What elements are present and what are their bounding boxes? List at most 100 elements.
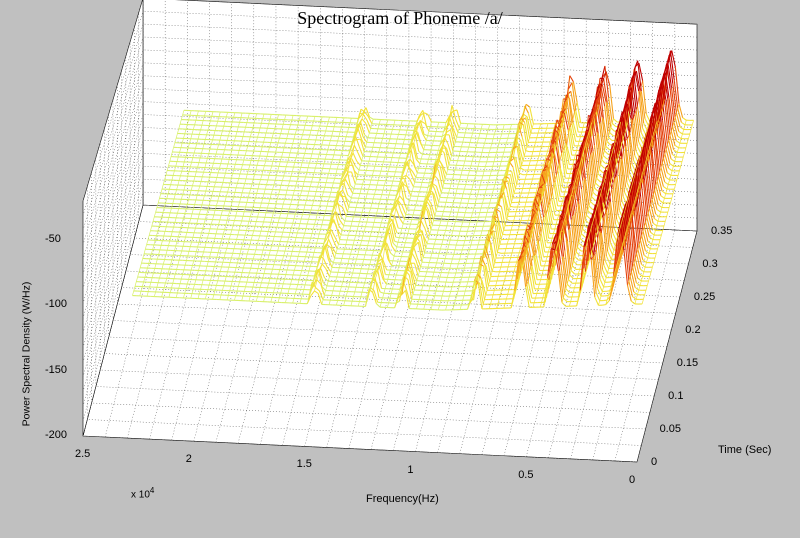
surface-segment (438, 144, 444, 160)
surface-segment (575, 207, 581, 239)
surface-segment (641, 146, 647, 177)
surface-segment (657, 204, 663, 208)
surface-segment (660, 81, 666, 106)
surface-segment (409, 158, 415, 165)
surface-segment (451, 127, 456, 142)
surface-segment (663, 158, 668, 173)
surface-segment (349, 184, 355, 190)
surface-segment (670, 158, 676, 163)
surface-segment (641, 264, 646, 268)
surface-segment (632, 223, 638, 254)
surface-segment (343, 200, 349, 212)
surface-segment (663, 112, 668, 145)
surface-segment (492, 270, 496, 273)
surface-segment (390, 252, 395, 257)
surface-segment (555, 125, 560, 131)
surface-segment (525, 228, 531, 238)
surface-segment (678, 131, 683, 135)
surface-segment (582, 130, 588, 141)
surface-segment (485, 266, 491, 282)
surface-segment (600, 87, 606, 107)
surface-segment (386, 243, 392, 254)
surface-segment (369, 116, 374, 120)
surface-segment (420, 220, 426, 229)
surface-segment (553, 128, 559, 134)
surface-segment (569, 75, 574, 83)
surface-segment (568, 193, 574, 217)
side-grid-line (82, 62, 144, 275)
surface-segment (679, 126, 685, 130)
surface-segment (584, 179, 590, 207)
surface-segment (534, 198, 540, 207)
surface-segment (573, 177, 579, 202)
surface-segment (498, 221, 504, 235)
surface-segment (426, 210, 432, 230)
surface-segment (535, 254, 541, 271)
surface-segment (548, 147, 554, 154)
surface-segment (360, 122, 365, 135)
back-grid-line (142, 114, 698, 141)
surface-segment (611, 237, 616, 246)
surface-segment (626, 103, 632, 119)
surface-segment (432, 183, 437, 187)
surface-segment (602, 155, 608, 160)
surface-segment (498, 196, 503, 199)
surface-segment (674, 117, 680, 132)
surface-segment (356, 122, 362, 127)
surface-segment (437, 158, 442, 165)
surface-segment (669, 50, 675, 80)
surface-segment (613, 118, 618, 123)
surface-segment (390, 223, 395, 242)
surface-segment (391, 245, 396, 252)
surface-segment (574, 211, 580, 243)
surface-segment (539, 234, 544, 257)
surface-segment (657, 99, 662, 122)
surface-segment (406, 161, 412, 175)
surface-segment (577, 201, 582, 234)
surface-segment (579, 237, 585, 243)
surface-segment (340, 178, 345, 184)
surface-segment (387, 231, 393, 247)
surface-segment (388, 227, 394, 244)
surface-segment (401, 205, 407, 215)
surface-segment (321, 263, 327, 270)
surface-segment (509, 174, 515, 194)
surface-segment (621, 158, 627, 188)
surface-segment (416, 257, 422, 268)
surface-segment (446, 148, 451, 161)
surface-segment (656, 180, 662, 196)
surface-segment (646, 217, 652, 233)
surface-segment (636, 105, 642, 133)
surface-segment (447, 121, 453, 128)
surface-segment (641, 188, 647, 223)
surface-segment (559, 167, 565, 183)
back-grid-line (142, 140, 698, 167)
surface-segment (642, 145, 648, 174)
surface-segment (500, 206, 506, 226)
surface-segment (552, 119, 558, 153)
surface-segment (433, 158, 439, 179)
surface-segment (642, 179, 648, 218)
surface-segment (555, 175, 561, 197)
surface-segment (573, 111, 579, 133)
surface-segment (631, 120, 637, 151)
surface-segment (524, 122, 529, 143)
surface-segment (603, 181, 609, 206)
surface-segment (599, 196, 605, 217)
surface-segment (624, 141, 629, 179)
surface-segment (575, 251, 581, 257)
surface-segment (636, 206, 641, 241)
surface-segment (582, 141, 588, 168)
surface-segment (452, 128, 458, 138)
surface-segment (427, 114, 432, 123)
back-grid-line (142, 36, 698, 64)
surface-segment (600, 232, 606, 261)
surface-segment (581, 146, 586, 180)
surface-segment (561, 109, 567, 124)
surface-segment (578, 203, 584, 230)
surface-segment (505, 176, 510, 179)
surface-segment (654, 103, 660, 125)
floor-grid-line (82, 435, 638, 463)
surface-segment (675, 140, 681, 144)
surface-segment (606, 210, 611, 243)
